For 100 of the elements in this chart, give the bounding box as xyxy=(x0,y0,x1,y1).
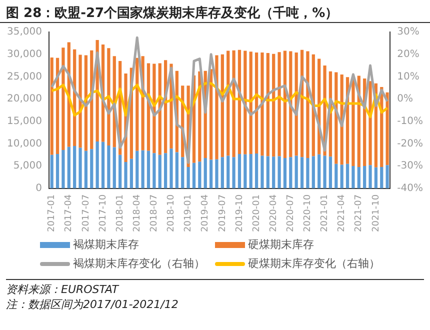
bar xyxy=(294,156,298,188)
bar xyxy=(323,156,326,188)
bar xyxy=(266,53,270,156)
bar xyxy=(306,51,310,158)
bar xyxy=(254,154,258,188)
x-tick-label: 2021-04 xyxy=(337,194,348,232)
x-tick-label: 2017-04 xyxy=(64,194,74,232)
x-tick-label: 2018-01 xyxy=(115,194,126,232)
y2-tick-label: 20% xyxy=(397,48,420,60)
bar xyxy=(90,149,94,188)
bar xyxy=(84,150,88,188)
bar xyxy=(124,162,128,188)
bar xyxy=(238,154,242,188)
y2-tick-label: 0% xyxy=(397,94,414,105)
bar xyxy=(300,157,304,188)
y2-tick-label: -40% xyxy=(397,182,424,194)
legend-label: 褐煤期末库存 xyxy=(73,237,139,252)
bar xyxy=(352,166,355,188)
x-tick-label: 2019-07 xyxy=(218,194,228,232)
bar xyxy=(346,164,350,188)
bar xyxy=(67,146,70,188)
y-tick-label: 25,000 xyxy=(6,71,42,82)
bar xyxy=(50,57,54,155)
legend-label: 硬煤期末库存变化（右轴） xyxy=(248,256,380,271)
bar xyxy=(260,156,264,188)
bar xyxy=(107,146,110,188)
bar xyxy=(118,154,122,188)
text: 资料来源：EUROSTAT xyxy=(6,282,120,297)
bar xyxy=(170,148,173,188)
bar xyxy=(152,153,156,188)
chart-title: 图 28：欧盟-27个国家煤炭期末库存及变化（千吨，%） xyxy=(0,0,430,23)
bar xyxy=(192,162,196,188)
bar xyxy=(232,157,236,188)
bar xyxy=(340,164,344,188)
x-tick-label: 2021-10 xyxy=(371,194,382,232)
bar xyxy=(357,166,360,188)
y2-tick-label: -20% xyxy=(397,138,424,150)
x-tick-label: 2019-01 xyxy=(184,194,194,232)
bar xyxy=(386,92,389,166)
bar xyxy=(352,78,355,166)
bar xyxy=(215,159,218,188)
bar xyxy=(107,48,110,146)
x-tick-label: 2018-07 xyxy=(150,194,160,232)
x-tick-label: 2017-10 xyxy=(98,194,108,232)
bar xyxy=(146,150,150,188)
bar xyxy=(328,156,332,188)
bar xyxy=(272,156,276,188)
x-tick-label: 2020-10 xyxy=(303,194,314,232)
x-tick-label: 2017-07 xyxy=(81,194,92,232)
y-tick-label: 5,000 xyxy=(13,160,42,172)
y-tick-label: 10,000 xyxy=(6,138,42,150)
bar xyxy=(198,162,202,188)
bar xyxy=(62,48,65,150)
bar xyxy=(368,165,372,188)
y2-tick-label: 10% xyxy=(397,71,420,82)
y2-tick-label: 30% xyxy=(397,26,420,38)
bar xyxy=(130,158,134,188)
bar xyxy=(374,167,378,188)
bar xyxy=(56,154,60,188)
bar xyxy=(278,52,281,156)
bar xyxy=(141,150,144,188)
bar xyxy=(260,52,264,156)
bar xyxy=(289,157,292,188)
x-tick-label: 2019-04 xyxy=(200,194,211,232)
bar xyxy=(62,150,65,188)
bar xyxy=(96,141,99,188)
x-tick-label: 2020-04 xyxy=(268,194,279,232)
bar xyxy=(318,154,321,188)
bar xyxy=(386,165,389,188)
bar xyxy=(278,156,281,188)
legend-label: 褐煤期末库存变化（右轴） xyxy=(73,256,205,271)
x-tick-label: 2019-10 xyxy=(234,194,245,232)
bar xyxy=(249,52,252,154)
x-tick-label: 2021-01 xyxy=(320,194,330,232)
legend-label: 硬煤期末库存 xyxy=(248,237,314,252)
y-tick-label: 30,000 xyxy=(6,48,42,60)
bar xyxy=(226,156,230,188)
bar xyxy=(209,160,213,188)
bar xyxy=(209,69,213,160)
bar xyxy=(78,148,82,188)
bar xyxy=(136,58,139,151)
bar xyxy=(249,154,252,188)
bar xyxy=(112,147,116,188)
bar xyxy=(186,166,190,188)
x-tick-label: 2018-10 xyxy=(166,194,177,232)
y-tick-label: 20,000 xyxy=(6,94,42,105)
x-tick-label: 2018-04 xyxy=(132,194,142,232)
bar xyxy=(244,154,247,188)
bar xyxy=(306,158,310,188)
bar xyxy=(164,153,168,188)
x-tick-label: 2020-07 xyxy=(286,194,296,232)
bar xyxy=(204,158,207,188)
y-tick-label: 15,000 xyxy=(6,116,42,127)
bar xyxy=(101,142,105,188)
bar xyxy=(232,50,236,158)
bar xyxy=(334,164,338,188)
bar xyxy=(380,166,384,188)
y2-tick-label: -10% xyxy=(397,116,424,127)
bar xyxy=(283,158,287,188)
bar xyxy=(363,166,366,188)
